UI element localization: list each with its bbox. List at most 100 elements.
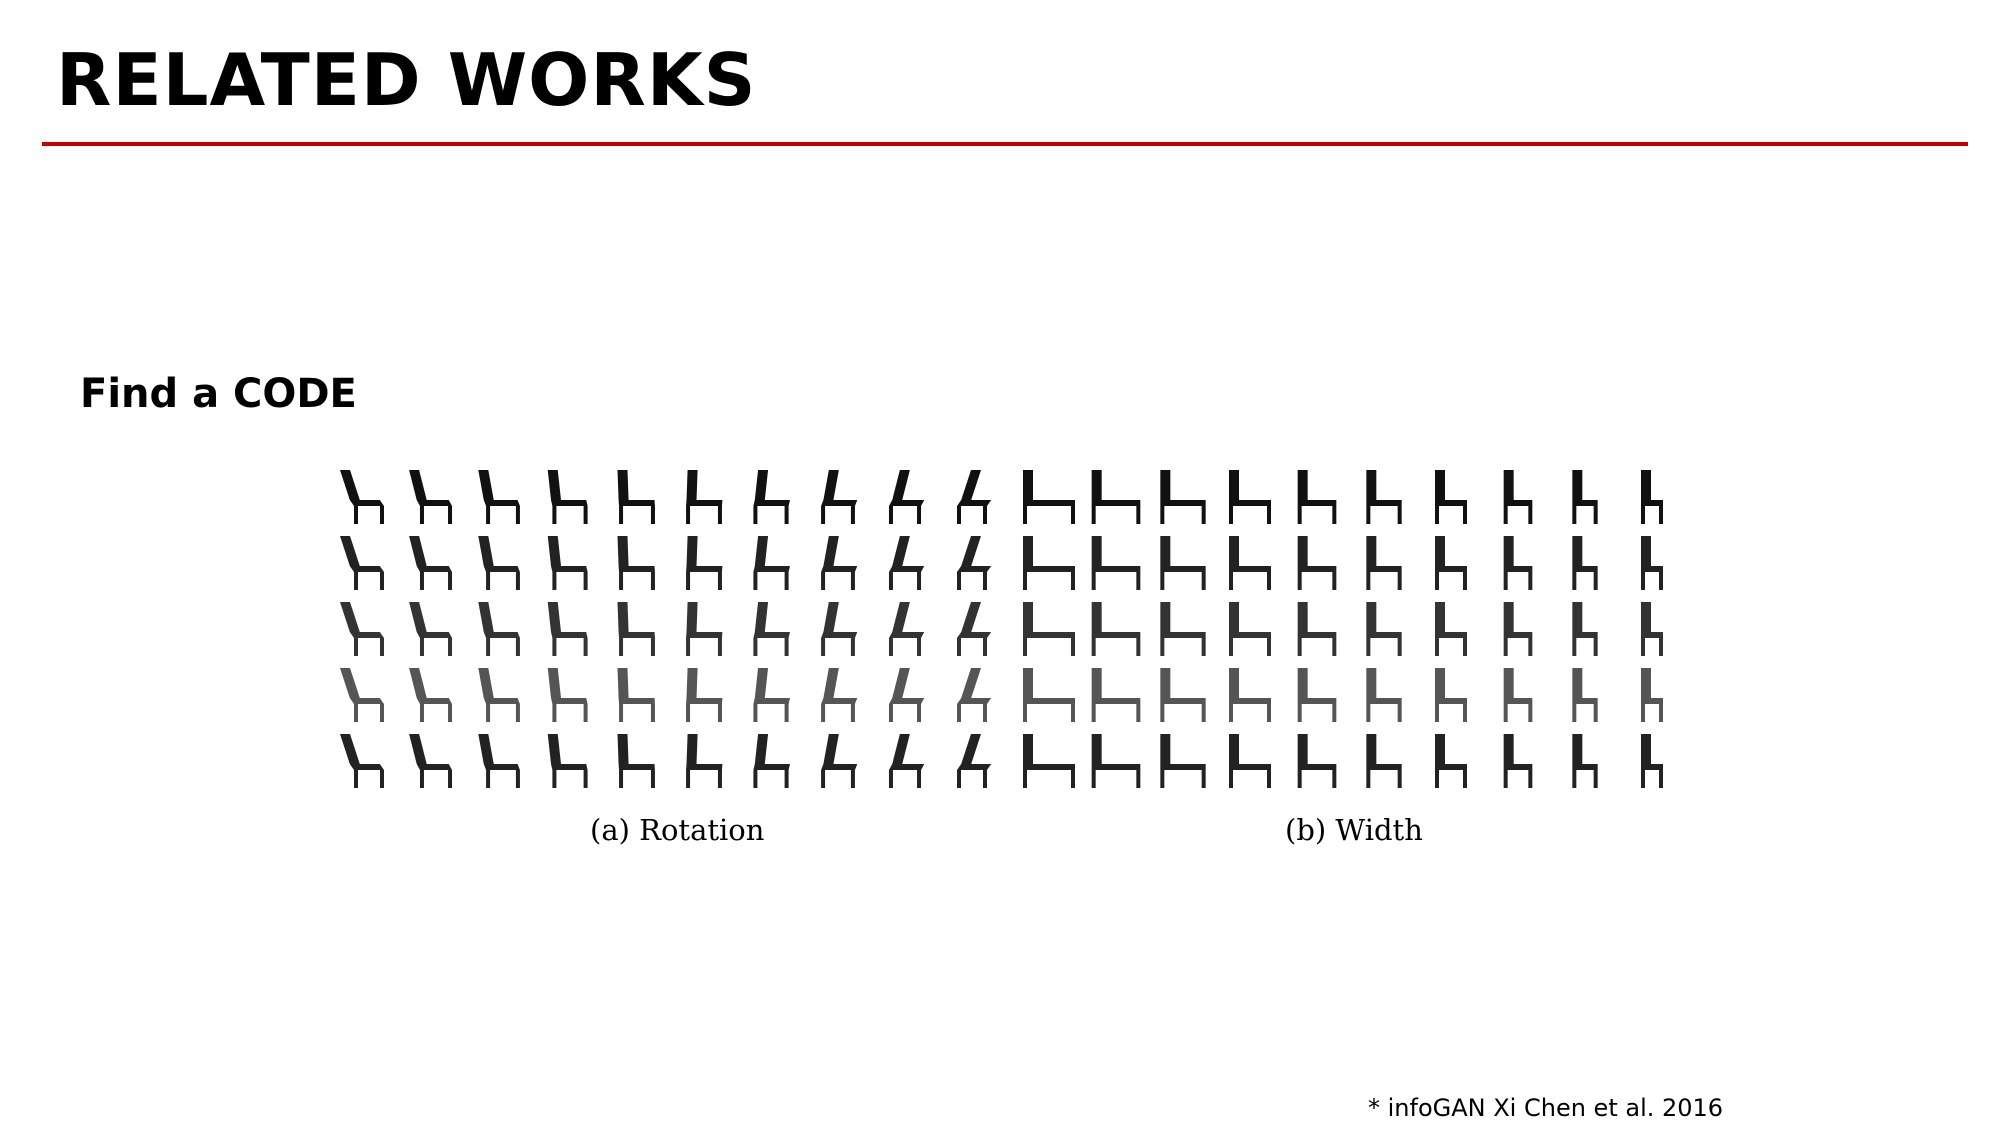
- caption-rotation: (a) Rotation: [590, 813, 765, 847]
- chair-thumbnail: [1572, 470, 1598, 524]
- chair-thumbnail: [1435, 470, 1467, 524]
- chair-thumbnail: [340, 470, 384, 524]
- chair-thumbnail: [1366, 536, 1402, 590]
- section-heading: Find a CODE: [80, 371, 357, 417]
- chair-thumbnail: [1297, 470, 1337, 524]
- chair-thumbnail: [753, 536, 790, 590]
- chair-thumbnail: [1160, 668, 1206, 722]
- citation-footnote: * infoGAN Xi Chen et al. 2016: [1368, 1094, 1724, 1122]
- chair-thumbnail: [1641, 470, 1663, 524]
- title-divider: [42, 142, 1968, 146]
- chair-thumbnail: [686, 470, 723, 524]
- chair-thumbnail: [547, 734, 588, 788]
- chair-thumbnail: [686, 536, 723, 590]
- chair-thumbnail: [1641, 602, 1663, 656]
- chair-thumbnail: [1297, 734, 1337, 788]
- chair-thumbnail: [753, 602, 790, 656]
- chair-thumbnail: [1229, 470, 1271, 524]
- chair-thumbnail: [1572, 668, 1598, 722]
- chair-thumbnail: [888, 536, 925, 590]
- chair-thumbnail: [340, 536, 384, 590]
- chair-thumbnail: [409, 734, 453, 788]
- chair-thumbnail: [686, 602, 723, 656]
- chair-thumbnail: [340, 602, 384, 656]
- chair-thumbnail: [1503, 470, 1533, 524]
- chair-thumbnail: [1091, 668, 1141, 722]
- slide-title: RELATED WORKS: [56, 38, 757, 122]
- chair-thumbnail: [547, 470, 588, 524]
- chair-thumbnail: [1435, 668, 1467, 722]
- chair-thumbnail: [478, 536, 520, 590]
- chair-thumbnail: [1229, 734, 1271, 788]
- chair-thumbnail: [1572, 734, 1598, 788]
- chair-thumbnail: [1229, 536, 1271, 590]
- chair-thumbnail: [957, 668, 992, 722]
- chair-thumbnail: [1641, 536, 1663, 590]
- chair-thumbnail: [686, 668, 723, 722]
- chair-thumbnail: [821, 470, 858, 524]
- chair-thumbnail: [1503, 536, 1533, 590]
- chair-thumbnail: [478, 602, 520, 656]
- chair-thumbnail: [957, 536, 992, 590]
- chair-thumbnail: [617, 602, 655, 656]
- chair-thumbnail: [617, 734, 655, 788]
- chair-thumbnail: [1503, 602, 1533, 656]
- chair-thumbnail: [409, 602, 453, 656]
- chair-thumbnail: [1023, 536, 1075, 590]
- chair-thumbnail: [1023, 602, 1075, 656]
- chair-thumbnail: [821, 668, 858, 722]
- chair-thumbnail: [1160, 602, 1206, 656]
- chair-thumbnail: [888, 602, 925, 656]
- chair-thumbnail: [957, 734, 992, 788]
- chair-thumbnail: [1435, 536, 1467, 590]
- chair-thumbnail: [409, 470, 453, 524]
- chair-thumbnail: [888, 734, 925, 788]
- chair-thumbnail: [1366, 734, 1402, 788]
- chair-thumbnail: [1023, 668, 1075, 722]
- chair-thumbnail: [1503, 734, 1533, 788]
- chair-thumbnail: [1229, 602, 1271, 656]
- chair-thumbnail: [1091, 734, 1141, 788]
- chair-thumbnail: [1641, 734, 1663, 788]
- chair-thumbnail: [821, 602, 858, 656]
- chair-thumbnail: [547, 536, 588, 590]
- chair-thumbnail: [1435, 734, 1467, 788]
- chair-thumbnail: [409, 536, 453, 590]
- chair-thumbnail: [478, 470, 520, 524]
- chair-thumbnail: [888, 470, 925, 524]
- chair-thumbnail: [957, 602, 992, 656]
- chair-thumbnail: [617, 470, 655, 524]
- chair-thumbnail: [478, 734, 520, 788]
- chair-thumbnail: [686, 734, 723, 788]
- chair-thumbnail: [1297, 602, 1337, 656]
- chair-thumbnail: [1023, 470, 1075, 524]
- chair-thumbnail: [340, 668, 384, 722]
- chair-thumbnail: [1503, 668, 1533, 722]
- chair-thumbnail: [478, 668, 520, 722]
- chair-thumbnail: [340, 734, 384, 788]
- chair-thumbnail: [1023, 734, 1075, 788]
- chair-thumbnail: [753, 668, 790, 722]
- chair-thumbnail: [1091, 470, 1141, 524]
- chair-thumbnail: [547, 602, 588, 656]
- chair-thumbnail: [1366, 668, 1402, 722]
- chair-grid-image: [340, 470, 1663, 788]
- chair-thumbnail: [888, 668, 925, 722]
- chair-thumbnail: [1091, 602, 1141, 656]
- chair-thumbnail: [1366, 470, 1402, 524]
- chair-thumbnail: [617, 668, 655, 722]
- chair-thumbnail: [821, 536, 858, 590]
- chair-thumbnail: [753, 470, 790, 524]
- chair-thumbnail: [957, 470, 992, 524]
- chair-thumbnail: [821, 734, 858, 788]
- chair-thumbnail: [1297, 536, 1337, 590]
- chair-thumbnail: [1297, 668, 1337, 722]
- chair-thumbnail: [1160, 734, 1206, 788]
- chair-thumbnail: [1229, 668, 1271, 722]
- chair-thumbnail: [1435, 602, 1467, 656]
- chair-thumbnail: [547, 668, 588, 722]
- chair-thumbnail: [1366, 602, 1402, 656]
- chair-thumbnail: [753, 734, 790, 788]
- chair-thumbnail: [1091, 536, 1141, 590]
- caption-width: (b) Width: [1285, 813, 1423, 847]
